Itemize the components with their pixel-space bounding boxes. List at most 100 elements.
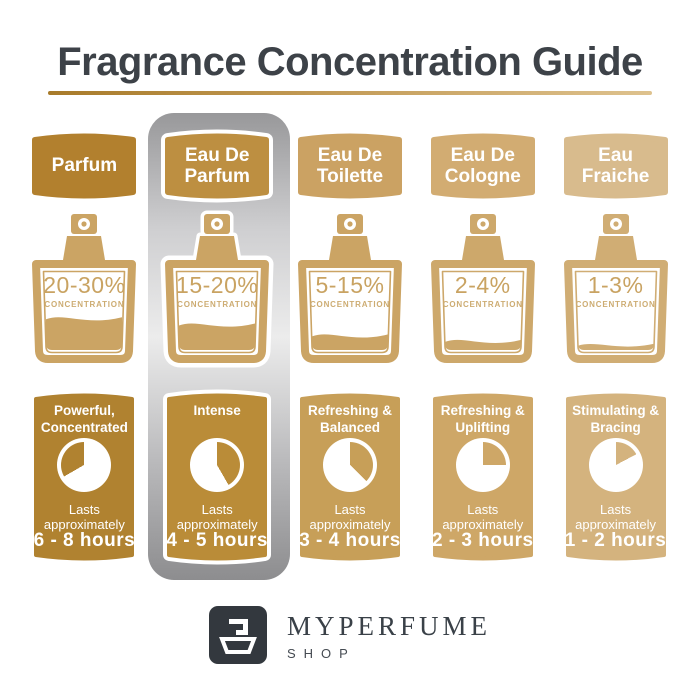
badge-ribbon-shape <box>32 133 137 199</box>
duration-value: 2 - 3 hours <box>431 530 534 551</box>
card-character: Stimulating & Bracing <box>572 403 660 435</box>
bottle-body <box>430 260 535 363</box>
clock-icon <box>322 438 377 492</box>
badge-label: Eau De Cologne <box>444 144 521 187</box>
column-eau-fraiche: Eau Fraiche 1-3% CONCENTRATION <box>549 133 682 563</box>
concentration-caption: CONCENTRATION <box>177 300 258 309</box>
lasts-label: Lasts approximately <box>575 501 657 533</box>
concentration-value: 1-3% <box>587 272 644 298</box>
perfume-bottle-icon: 15-20% CONCENTRATION <box>159 210 275 368</box>
fragrance-columns: Parfum 20-30% CONCENTRATION <box>18 129 682 565</box>
concentration-caption: CONCENTRATION <box>309 300 390 309</box>
perfume-bottle-icon: 20-30% CONCENTRATION <box>26 212 142 363</box>
lasts-label: Lasts approximately <box>43 501 125 533</box>
perfume-bottle-icon: 2-4% CONCENTRATION <box>425 212 541 363</box>
concentration-caption: CONCENTRATION <box>44 300 125 309</box>
bottle-graphic <box>430 214 535 363</box>
bottle-inner-line <box>308 270 392 354</box>
clock-pie <box>592 442 639 488</box>
duration-card-parfum: Powerful, Concentrated Lasts approximate… <box>31 391 137 563</box>
badge-ribbon-shape <box>563 133 668 199</box>
badge-ribbon-shape <box>161 129 274 203</box>
bottle-inner-line <box>441 270 525 354</box>
duration-value: 6 - 8 hours <box>33 530 136 551</box>
duration-card-eau-fraiche: Stimulating & Bracing Lasts approximatel… <box>563 391 669 563</box>
liquid-wave <box>444 339 521 350</box>
perfume-bottle-logo-icon <box>208 606 267 664</box>
badge-parfum: Parfum <box>31 133 137 199</box>
duration-card-eau-de-toilette: Refreshing & Balanced Lasts approximatel… <box>297 391 403 563</box>
page-title: Fragrance Concentration Guide <box>57 40 643 84</box>
duration-value: 3 - 4 hours <box>299 530 401 551</box>
concentration-value: 15-20% <box>176 272 259 298</box>
card-character: Refreshing & Uplifting <box>440 403 525 435</box>
lasts-label: Lasts approximately <box>442 501 524 533</box>
bottle-inner-line <box>43 270 126 354</box>
bottle-graphic <box>160 210 274 368</box>
concentration-text: 20-30% CONCENTRATION <box>26 272 142 309</box>
lasts-label: Lasts approximately <box>309 501 391 533</box>
badge-label: Parfum <box>51 155 118 177</box>
brand-name: MYPERFUME <box>286 611 492 641</box>
concentration-text: 5-15% CONCENTRATION <box>292 272 408 309</box>
concentration-text: 1-3% CONCENTRATION <box>558 272 674 309</box>
nozzle-dot <box>480 221 486 227</box>
bottle-graphic <box>297 214 402 363</box>
concentration-value: 5-15% <box>315 272 385 298</box>
nozzle-dot <box>81 221 87 227</box>
sprayer-cap <box>63 236 106 260</box>
badge-eau-de-toilette: Eau De Toilette <box>297 133 403 199</box>
lasts-label: Lasts approximately <box>176 501 258 533</box>
clock-pie <box>459 442 506 488</box>
sprayer-cap <box>594 236 637 260</box>
concentration-value: 2-4% <box>454 272 511 298</box>
brand-logo: MYPERFUME SHOP <box>0 606 700 664</box>
column-eau-de-parfum: Eau De Parfum 15-20% CONCENTR <box>151 129 284 565</box>
column-eau-de-toilette: Eau De Toilette 5-15% CONCENTRATION <box>284 133 417 563</box>
clock-icon <box>57 438 112 492</box>
clock-icon <box>190 438 245 492</box>
liquid-wave <box>577 343 654 350</box>
bottle-inner-line <box>574 270 657 354</box>
duration-card-eau-de-cologne: Refreshing & Uplifting Lasts approximate… <box>430 391 536 563</box>
bottle-graphic <box>32 214 137 363</box>
nozzle-dot <box>347 221 353 227</box>
duration-card-eau-de-parfum: Intense Lasts approximately 4 - 5 hours <box>163 389 272 565</box>
title-underline <box>48 91 652 95</box>
badge-eau-de-cologne: Eau De Cologne <box>430 133 536 199</box>
duration-value: 1 - 2 hours <box>564 530 667 551</box>
sprayer-cap <box>328 236 371 260</box>
badge-label: Eau Fraiche <box>581 144 650 187</box>
perfume-bottle-icon: 1-3% CONCENTRATION <box>558 212 674 363</box>
clock-icon <box>455 438 510 492</box>
column-parfum: Parfum 20-30% CONCENTRATION <box>18 133 151 563</box>
concentration-value: 20-30% <box>43 272 126 298</box>
concentration-text: 2-4% CONCENTRATION <box>425 272 541 309</box>
badge-ribbon-shape <box>430 133 535 199</box>
badge-eau-de-parfum: Eau De Parfum <box>161 129 274 203</box>
liquid-wave <box>311 334 388 350</box>
concentration-text: 15-20% CONCENTRATION <box>159 272 275 309</box>
badge-label: Eau De Parfum <box>184 144 250 187</box>
bottle-body <box>563 260 668 363</box>
sprayer-cap <box>461 236 504 260</box>
brand-subtitle: SHOP <box>286 646 356 661</box>
card-character: Intense <box>193 403 241 418</box>
badge-eau-fraiche: Eau Fraiche <box>563 133 669 199</box>
perfume-bottle-icon: 5-15% CONCENTRATION <box>292 212 408 363</box>
liquid-wave <box>179 323 256 350</box>
nozzle-dot <box>214 221 220 227</box>
card-character: Powerful, Concentrated <box>40 403 128 435</box>
clock-pie <box>61 442 108 488</box>
sprayer-cap <box>196 236 239 260</box>
clock-pie <box>326 442 373 488</box>
duration-value: 4 - 5 hours <box>166 530 268 551</box>
bottle-graphic <box>563 214 668 363</box>
nozzle-dot <box>612 221 619 227</box>
concentration-caption: CONCENTRATION <box>442 300 523 309</box>
bottle-inner-line <box>175 270 259 354</box>
clock-icon <box>588 438 643 492</box>
brand-text: MYPERFUME SHOP <box>287 606 491 661</box>
liquid-wave <box>46 317 123 350</box>
